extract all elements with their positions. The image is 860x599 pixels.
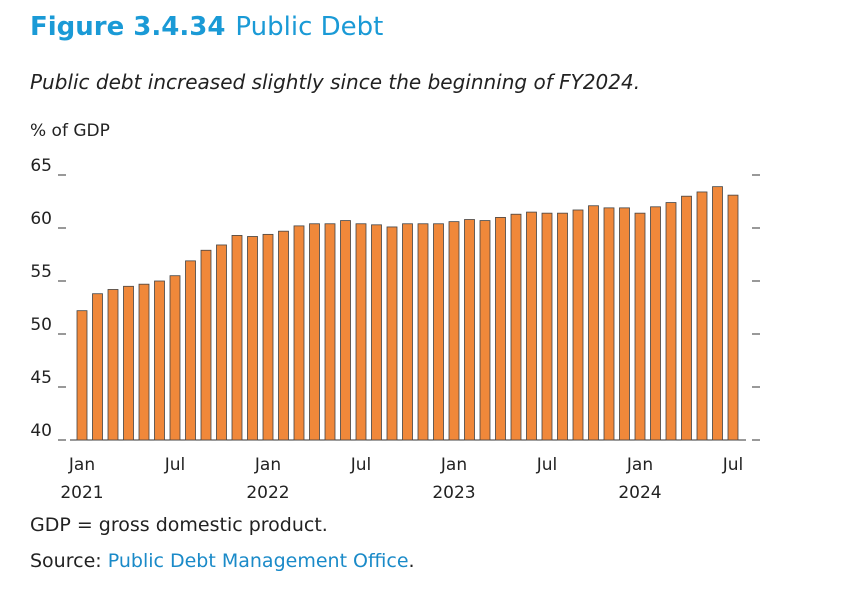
bar (479, 220, 491, 441)
bar (386, 226, 398, 441)
y-tick-label: 60 (30, 209, 52, 229)
bar (231, 235, 243, 441)
x-tick-label: Jul (536, 455, 558, 475)
x-tick-label: Jul (164, 455, 186, 475)
bar (107, 289, 119, 441)
bar (510, 213, 522, 441)
bar (588, 205, 599, 441)
x-tick-label: Jan 2024 (618, 455, 661, 503)
chart-title: Public Debt (235, 12, 384, 42)
y-tick-label: 50 (30, 315, 52, 335)
bar (278, 230, 289, 441)
y-axis-label: % of GDP (30, 121, 110, 141)
x-tick-label: Jan 2023 (432, 455, 475, 503)
bar (572, 209, 584, 441)
source-prefix: Source: (30, 550, 102, 572)
figure-number: Figure 3.4.34 (30, 12, 226, 42)
y-tick-label: 65 (30, 156, 52, 176)
bar (371, 224, 382, 441)
bar (340, 220, 351, 441)
y-tick-label: 45 (30, 368, 52, 388)
bar (603, 207, 615, 441)
bar (526, 211, 537, 441)
source-link[interactable]: Public Debt Management Office (107, 550, 409, 572)
title-block: Figure 3.4.34 Public Debt (30, 12, 383, 42)
x-tick-label: Jul (722, 455, 744, 475)
bar (216, 244, 227, 441)
note: GDP = gross domestic product. (30, 514, 328, 536)
bar (650, 206, 661, 441)
bar (665, 202, 677, 441)
bar (433, 223, 444, 441)
bar (76, 310, 88, 441)
bar (293, 225, 305, 441)
bar (541, 212, 553, 441)
bar (247, 236, 258, 441)
bar (324, 223, 336, 441)
bar (262, 233, 274, 441)
bar (464, 219, 475, 441)
bar (712, 186, 723, 441)
bar (557, 212, 568, 441)
y-tick-label: 40 (30, 421, 52, 441)
y-tick-label: 55 (30, 262, 52, 282)
bar (169, 275, 181, 441)
source: Source: Public Debt Management Office. (30, 550, 415, 572)
bar (681, 195, 692, 441)
bar (92, 293, 103, 441)
bar (355, 223, 367, 441)
bar (696, 191, 708, 441)
x-tick-label: Jul (350, 455, 372, 475)
bar (727, 194, 739, 441)
bar (154, 280, 165, 441)
bar (634, 212, 646, 441)
bar (619, 207, 630, 441)
bar (138, 283, 150, 441)
bar (185, 260, 196, 441)
bar (402, 223, 413, 441)
subtitle: Public debt increased slightly since the… (30, 70, 641, 94)
bar (417, 223, 429, 441)
bar (448, 221, 460, 441)
bar (123, 285, 134, 441)
bar (495, 216, 506, 441)
bar (200, 249, 212, 441)
source-suffix: . (408, 550, 415, 572)
x-tick-label: Jan 2021 (60, 455, 103, 503)
x-tick-label: Jan 2022 (246, 455, 289, 503)
bar (309, 223, 320, 441)
